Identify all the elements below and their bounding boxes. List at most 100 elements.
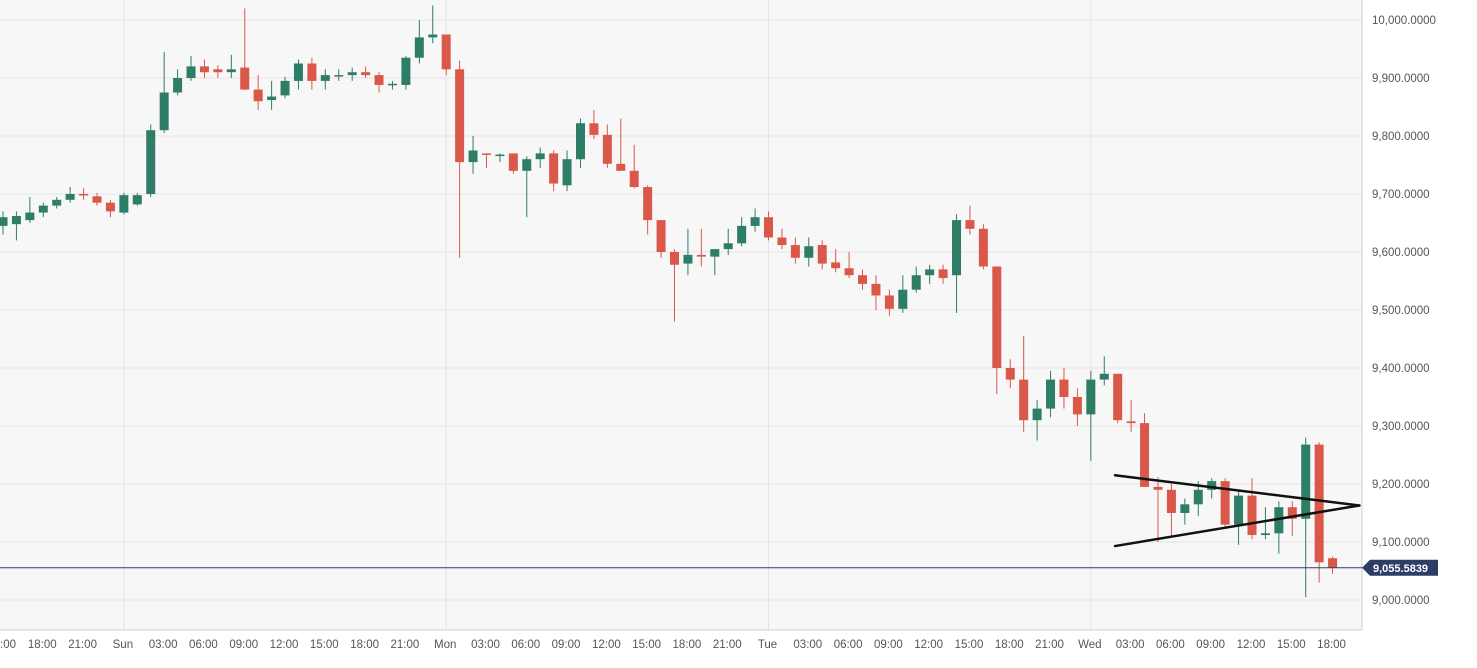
candle[interactable] bbox=[428, 5, 438, 44]
candle[interactable] bbox=[186, 55, 196, 81]
candle[interactable] bbox=[1193, 481, 1203, 516]
candle[interactable] bbox=[441, 34, 451, 76]
candle[interactable] bbox=[253, 75, 263, 110]
candle[interactable] bbox=[1059, 368, 1069, 409]
candle[interactable] bbox=[320, 69, 330, 90]
candle[interactable] bbox=[575, 118, 585, 168]
candle[interactable] bbox=[79, 188, 89, 200]
candle[interactable] bbox=[280, 76, 290, 99]
candle[interactable] bbox=[1099, 356, 1109, 386]
candle[interactable] bbox=[656, 220, 666, 258]
candle[interactable] bbox=[549, 150, 559, 192]
candle[interactable] bbox=[1153, 477, 1163, 542]
candle[interactable] bbox=[670, 249, 679, 322]
candle[interactable] bbox=[387, 80, 397, 90]
candle[interactable] bbox=[1113, 373, 1123, 424]
candle[interactable] bbox=[293, 59, 303, 90]
candle[interactable] bbox=[226, 54, 236, 78]
candle[interactable] bbox=[965, 205, 975, 235]
candle[interactable] bbox=[710, 249, 720, 276]
candle[interactable] bbox=[978, 224, 988, 270]
candle[interactable] bbox=[764, 211, 774, 241]
candle[interactable] bbox=[1032, 399, 1042, 441]
candle[interactable] bbox=[1086, 370, 1096, 461]
candle[interactable] bbox=[777, 228, 787, 250]
candle[interactable] bbox=[1180, 498, 1190, 525]
candle[interactable] bbox=[468, 136, 478, 174]
candle[interactable] bbox=[361, 66, 371, 78]
candle[interactable] bbox=[831, 249, 841, 273]
candle[interactable] bbox=[240, 8, 250, 90]
candle[interactable] bbox=[1019, 336, 1029, 432]
candle[interactable] bbox=[481, 153, 491, 168]
candle[interactable] bbox=[374, 72, 384, 93]
candle[interactable] bbox=[52, 196, 62, 209]
candle[interactable] bbox=[1247, 478, 1257, 540]
candle[interactable] bbox=[119, 192, 129, 215]
candle[interactable] bbox=[737, 217, 747, 247]
candle[interactable] bbox=[455, 60, 465, 258]
candle[interactable] bbox=[562, 150, 572, 192]
candle[interactable] bbox=[132, 192, 142, 206]
candle[interactable] bbox=[938, 264, 948, 284]
candle[interactable] bbox=[1301, 437, 1311, 598]
candle[interactable] bbox=[11, 211, 21, 241]
candle[interactable] bbox=[844, 252, 854, 279]
candle[interactable] bbox=[1328, 556, 1338, 574]
candle[interactable] bbox=[817, 240, 827, 270]
candle[interactable] bbox=[1140, 413, 1150, 487]
candle[interactable] bbox=[992, 266, 1002, 395]
candle[interactable] bbox=[723, 228, 733, 255]
candle[interactable] bbox=[858, 269, 868, 290]
candle[interactable] bbox=[267, 80, 277, 110]
candle[interactable] bbox=[522, 156, 532, 218]
candle[interactable] bbox=[334, 69, 344, 81]
candle[interactable] bbox=[105, 199, 115, 218]
candle[interactable] bbox=[535, 147, 545, 168]
candle[interactable] bbox=[1072, 388, 1082, 426]
candle[interactable] bbox=[898, 275, 908, 313]
candle[interactable] bbox=[871, 275, 881, 310]
candle[interactable] bbox=[589, 109, 599, 139]
candle[interactable] bbox=[401, 55, 411, 90]
candle[interactable] bbox=[347, 67, 357, 81]
candle[interactable] bbox=[1046, 370, 1056, 418]
candle[interactable] bbox=[199, 59, 209, 78]
candle[interactable] bbox=[38, 202, 48, 218]
candle[interactable] bbox=[629, 144, 639, 189]
candle[interactable] bbox=[643, 185, 653, 235]
candle[interactable] bbox=[616, 118, 626, 171]
candle[interactable] bbox=[1234, 489, 1244, 545]
candle[interactable] bbox=[1287, 501, 1297, 537]
candle[interactable] bbox=[159, 51, 169, 134]
candle[interactable] bbox=[1005, 359, 1015, 389]
candle[interactable] bbox=[1274, 501, 1284, 554]
candle[interactable] bbox=[307, 57, 317, 90]
plot-area[interactable] bbox=[0, 0, 1362, 630]
candle[interactable] bbox=[213, 65, 223, 78]
candle[interactable] bbox=[790, 237, 800, 264]
candle[interactable] bbox=[1260, 507, 1270, 540]
candle[interactable] bbox=[925, 264, 935, 284]
candle[interactable] bbox=[750, 208, 760, 232]
candle[interactable] bbox=[65, 187, 75, 203]
candle[interactable] bbox=[952, 214, 962, 313]
candle[interactable] bbox=[911, 266, 921, 293]
candle[interactable] bbox=[804, 237, 814, 267]
candle[interactable] bbox=[0, 211, 8, 235]
candle[interactable] bbox=[696, 228, 706, 267]
candle[interactable] bbox=[495, 153, 505, 163]
candle[interactable] bbox=[92, 192, 102, 206]
candle[interactable] bbox=[1220, 478, 1230, 528]
candle[interactable] bbox=[146, 124, 156, 197]
candle[interactable] bbox=[683, 228, 693, 276]
candle[interactable] bbox=[602, 124, 612, 168]
candle[interactable] bbox=[1126, 399, 1136, 432]
lower-triangle-line[interactable] bbox=[1113, 504, 1361, 548]
candle[interactable] bbox=[508, 153, 518, 174]
candle[interactable] bbox=[1166, 484, 1176, 537]
candle[interactable] bbox=[414, 20, 424, 64]
upper-triangle-line[interactable] bbox=[1113, 474, 1361, 507]
